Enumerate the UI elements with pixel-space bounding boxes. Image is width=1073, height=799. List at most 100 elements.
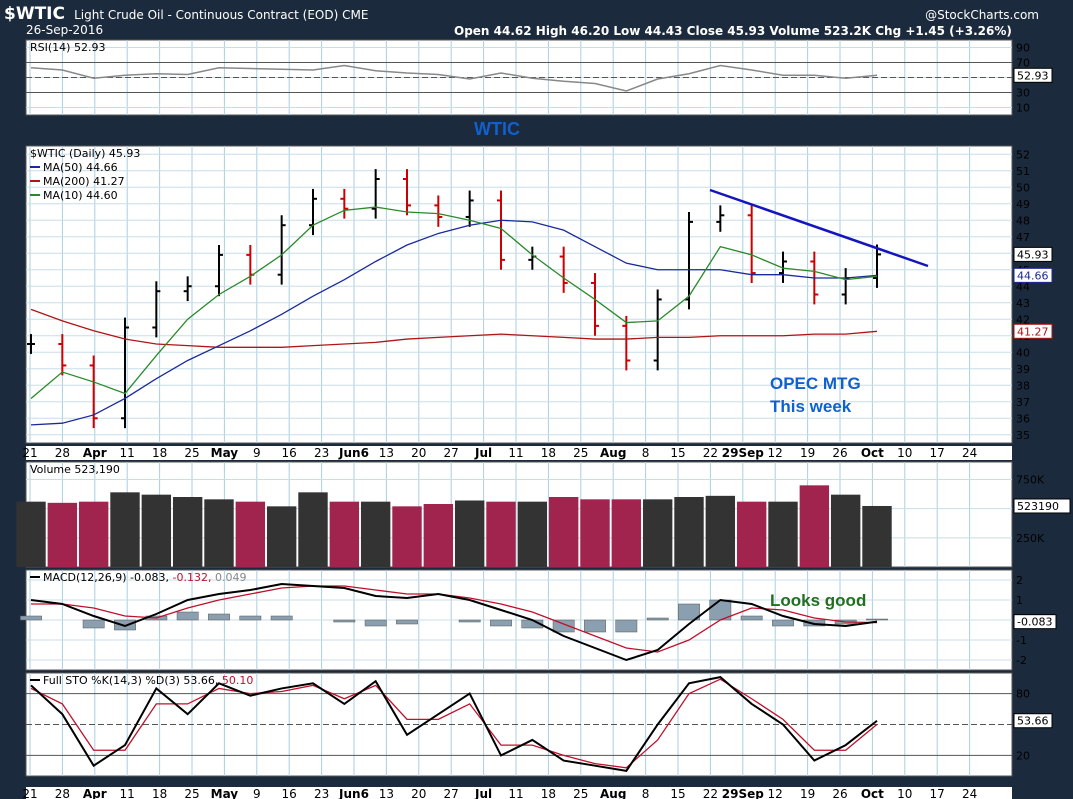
date-label: Aug xyxy=(600,446,626,460)
legend-item: MA(50) 44.66 xyxy=(43,161,118,174)
volume-bar xyxy=(235,501,266,567)
date-label: 24 xyxy=(962,446,977,460)
price-title: $WTIC (Daily) 45.93 xyxy=(30,147,140,160)
volume-bar xyxy=(454,500,485,567)
macd-histogram-bar xyxy=(584,619,606,633)
price-tick: 38 xyxy=(1016,379,1030,392)
date-label: 20 xyxy=(411,446,426,460)
price-tick: 49 xyxy=(1016,198,1030,211)
volume-bar xyxy=(110,492,140,567)
date-label: 25 xyxy=(573,787,588,799)
volume-bar xyxy=(298,492,328,567)
volume-bar xyxy=(392,506,422,567)
volume-bar xyxy=(423,504,454,567)
date-axis-bg xyxy=(26,446,1012,460)
date-label: May xyxy=(211,446,239,460)
date-label: 10 xyxy=(897,446,912,460)
date-label: Oct xyxy=(861,446,884,460)
description: Light Crude Oil - Continuous Contract (E… xyxy=(74,8,369,22)
sto-tick: 80 xyxy=(1016,688,1030,701)
date-label: 15 xyxy=(670,446,685,460)
date-label: 16 xyxy=(282,787,297,799)
macd-histogram-bar xyxy=(678,603,700,621)
date-label: 25 xyxy=(184,787,199,799)
date-label: 22 xyxy=(703,446,718,460)
price-tick: 47 xyxy=(1016,231,1030,244)
date-label: 21 xyxy=(22,446,37,460)
date-label: 29Sep xyxy=(722,446,764,460)
date-label: 17 xyxy=(930,446,945,460)
volume-bar xyxy=(16,501,46,567)
sto-tick: 20 xyxy=(1016,749,1030,762)
chart-header: $WTIC Light Crude Oil - Continuous Contr… xyxy=(4,4,368,24)
date-label: 11 xyxy=(508,787,523,799)
ma200-line xyxy=(30,308,878,348)
price-tick: 35 xyxy=(1016,429,1030,442)
price-value-label: 41.27 xyxy=(1017,325,1049,338)
date-label: 18 xyxy=(541,787,556,799)
volume-value-label: 523190 xyxy=(1017,500,1059,513)
annotation-this-week: This week xyxy=(770,397,852,416)
rsi-line xyxy=(30,64,878,92)
date-label: 20 xyxy=(411,787,426,799)
volume-tick: 250K xyxy=(1016,532,1045,545)
macd-histogram-bar xyxy=(772,619,794,627)
date-label: 10 xyxy=(897,787,912,799)
volume-bar xyxy=(517,501,548,567)
macd-histogram-bar xyxy=(396,619,418,625)
date-label: 11 xyxy=(120,446,135,460)
date-label: 19 xyxy=(800,787,815,799)
date-label: 8 xyxy=(642,446,650,460)
date-label: 15 xyxy=(670,787,685,799)
volume-bar xyxy=(172,497,203,567)
volume-bar xyxy=(705,495,736,567)
rsi-value-box xyxy=(1013,67,1053,83)
macd-line xyxy=(30,582,878,662)
volume-bar xyxy=(47,502,78,567)
volume-bar xyxy=(329,501,360,567)
date-label: 9 xyxy=(253,446,261,460)
volume-bar xyxy=(486,501,516,567)
price-tick: 44 xyxy=(1016,280,1030,293)
macd-histogram-bar xyxy=(82,619,105,629)
price-tick: 43 xyxy=(1016,297,1030,310)
macd-histogram-bar xyxy=(176,611,199,621)
rsi-tick: 30 xyxy=(1016,87,1030,100)
chart-date: 26-Sep-2016 xyxy=(26,23,104,37)
price-value-label: 44.66 xyxy=(1017,269,1049,282)
price-tick: 50 xyxy=(1016,181,1030,194)
date-label: May xyxy=(211,787,239,799)
date-label: 18 xyxy=(541,446,556,460)
volume-bar xyxy=(768,501,798,567)
volume-bar xyxy=(611,499,642,567)
date-label: 21 xyxy=(22,787,37,799)
macd-histogram-bar xyxy=(740,615,763,621)
legend-item: MA(10) 44.60 xyxy=(43,189,118,202)
date-label: Jul xyxy=(474,446,492,460)
trendline xyxy=(709,188,929,268)
ma50-line xyxy=(30,219,878,426)
date-label: 22 xyxy=(703,787,718,799)
volume-bar xyxy=(799,485,830,567)
macd-histogram-bar xyxy=(208,613,230,621)
volume-bar xyxy=(204,499,234,567)
price-tick: 52 xyxy=(1016,148,1030,161)
date-label: 24 xyxy=(962,787,977,799)
volume-bar xyxy=(141,494,172,567)
price-tick: 40 xyxy=(1016,346,1030,359)
price-stats: Open 44.62 High 46.20 Low 44.43 Close 45… xyxy=(454,24,1012,38)
date-label: 28 xyxy=(55,446,70,460)
date-label: 27 xyxy=(444,787,459,799)
date-label: Apr xyxy=(83,787,107,799)
sto-d-line xyxy=(30,678,878,769)
macd-value-label: -0.083 xyxy=(1017,616,1052,629)
symbol: $WTIC xyxy=(4,4,65,24)
volume-bar xyxy=(830,494,861,567)
macd-histogram-bar xyxy=(239,615,262,621)
date-label: 12 xyxy=(768,787,783,799)
date-label: 18 xyxy=(152,446,167,460)
price-tick: 51 xyxy=(1016,165,1030,178)
price-value-label: 45.93 xyxy=(1017,248,1049,261)
date-label: 11 xyxy=(508,446,523,460)
price-value-box xyxy=(1013,246,1053,262)
